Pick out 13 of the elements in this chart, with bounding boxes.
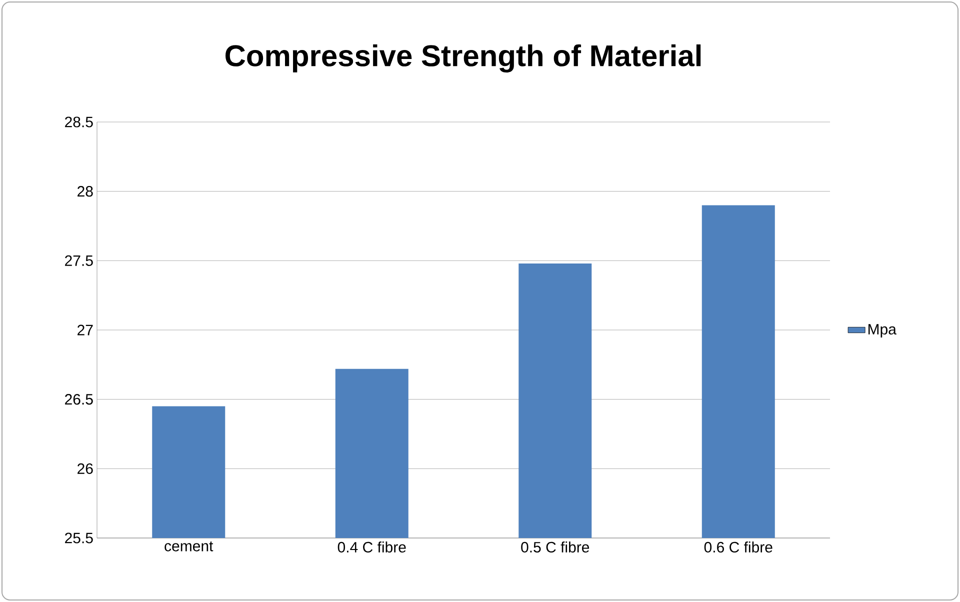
legend-label: Mpa [868, 324, 896, 338]
y-tick-label: 28.5 [65, 116, 93, 128]
y-tick-label: 27.5 [65, 255, 93, 266]
y-tick-label: 27 [78, 324, 93, 336]
y-tick-label: 28 [78, 186, 93, 197]
chart-title: Compressive Strength of Material [226, 44, 701, 72]
y-tick-label: 25.5 [65, 532, 93, 544]
x-tick-label: cement [164, 542, 214, 552]
y-tick-label: 26.5 [65, 394, 93, 405]
x-tick-label: 0.4 C fibre [338, 542, 406, 553]
x-tick-label: 0.6 C fibre [704, 542, 772, 553]
y-tick-label: 26 [78, 463, 93, 474]
x-tick-label: 0.5 C fibre [521, 542, 590, 553]
